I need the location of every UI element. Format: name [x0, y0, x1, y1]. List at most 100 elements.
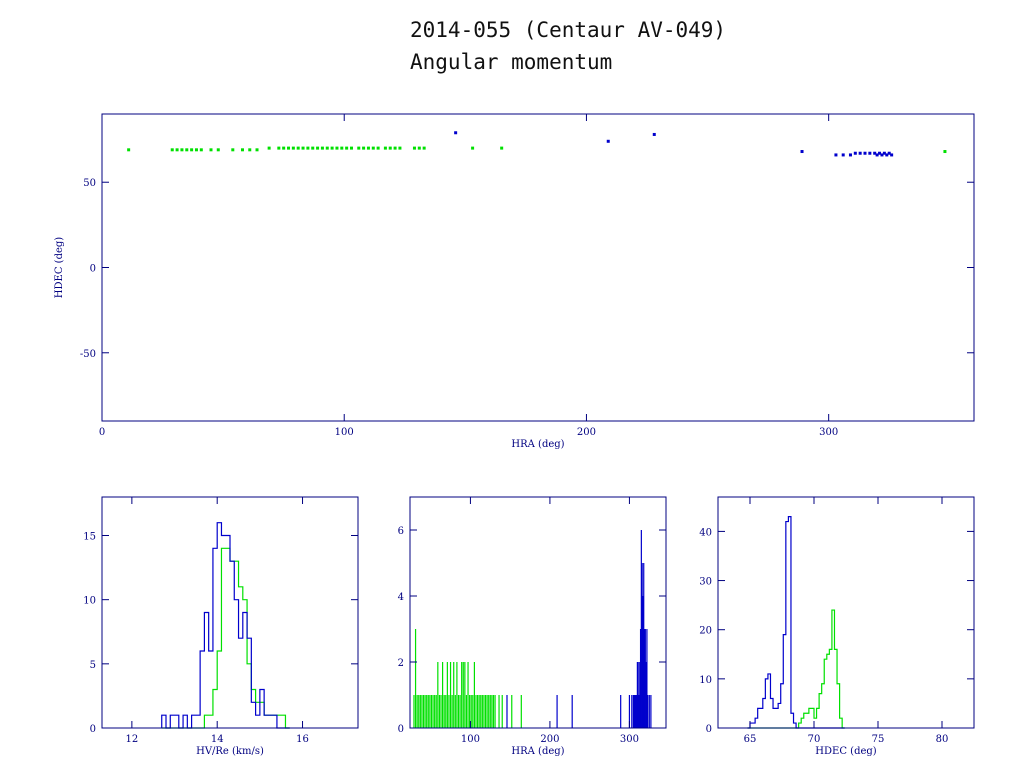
scatter-point-blue: [858, 151, 862, 155]
hist-hdec-xtick-label: 65: [744, 734, 757, 745]
scatter-point-blue: [454, 131, 458, 135]
scatter-point-blue: [878, 151, 882, 155]
scatter-point-green: [376, 146, 380, 150]
scatter-point-green: [194, 148, 198, 152]
scatter-point-green: [216, 148, 220, 152]
scatter-point-blue: [863, 151, 867, 155]
scatter-point-green: [277, 146, 281, 150]
scatter-point-green: [357, 146, 361, 150]
scatter-ytick-label: 0: [90, 264, 96, 275]
scatter-ylabel: HDEC (deg): [54, 237, 65, 298]
scatter-point-green: [422, 146, 426, 150]
scatter-point-green: [231, 148, 235, 152]
scatter-point-green: [943, 150, 947, 154]
chart-title: 2014-055 (Centaur AV-049): [410, 18, 727, 42]
scatter-point-green: [340, 146, 344, 150]
hist-speed-step-green: [161, 547, 290, 729]
scatter-point-green: [330, 146, 334, 150]
scatter-point-blue: [841, 153, 845, 157]
hist-hdec-ytick-label: 10: [699, 675, 712, 686]
scatter-point-blue: [882, 151, 886, 155]
hist-speed-xtick-label: 16: [296, 734, 309, 745]
hist-hra-xtick-label: 300: [620, 734, 639, 745]
hist-hdec-ytick-label: 40: [699, 527, 712, 538]
scatter-point-blue: [834, 153, 838, 157]
scatter-point-green: [296, 146, 300, 150]
hist-speed-xtick-label: 12: [125, 734, 138, 745]
scatter-point-blue: [652, 132, 656, 136]
scatter-point-green: [417, 146, 421, 150]
scatter-point-green: [199, 148, 203, 152]
scatter-point-green: [185, 148, 189, 152]
scatter-point-blue: [873, 151, 877, 155]
scatter-point-green: [301, 146, 305, 150]
scatter-point-green: [240, 148, 244, 152]
hist-speed-xtick-label: 14: [211, 734, 224, 745]
hist-speed-frame: [101, 496, 359, 729]
hist-speed-step-blue: [161, 522, 290, 729]
hist-hra-ytick-label: 4: [398, 592, 404, 603]
scatter-xtick-label: 300: [819, 427, 838, 438]
scatter-point-green: [287, 146, 291, 150]
scatter-point-green: [398, 146, 402, 150]
scatter-point-green: [412, 146, 416, 150]
scatter-point-green: [500, 146, 504, 150]
scatter-ytick-label: -50: [80, 349, 96, 360]
scatter-point-green: [180, 148, 184, 152]
hist-hdec-ytick-label: 30: [699, 577, 712, 588]
scatter-point-green: [349, 146, 353, 150]
scatter-point-green: [311, 146, 315, 150]
hist-hdec-frame: [717, 496, 975, 729]
hist-hdec-step-green: [747, 609, 845, 729]
scatter-point-green: [316, 146, 320, 150]
scatter-point-green: [127, 148, 131, 152]
scatter-xlabel: HRA (deg): [511, 439, 564, 450]
hist-hra-frame: [409, 496, 667, 729]
hist-hdec-ytick-label: 0: [706, 724, 712, 735]
scatter-point-blue: [606, 139, 610, 143]
scatter-xtick-label: 100: [335, 427, 354, 438]
scatter-point-green: [190, 148, 194, 152]
scatter-point-green: [362, 146, 366, 150]
hist-hdec-xtick-label: 75: [872, 734, 885, 745]
scatter-point-green: [325, 146, 329, 150]
hist-hdec-ytick-label: 20: [699, 626, 712, 637]
scatter-xtick-label: 200: [577, 427, 596, 438]
scatter-point-green: [291, 146, 295, 150]
scatter-point-green: [282, 146, 286, 150]
hist-hdec-xtick-label: 80: [936, 734, 949, 745]
hist-speed-ytick-label: 5: [90, 660, 96, 671]
scatter-point-green: [335, 146, 339, 150]
scatter-frame: [101, 113, 975, 422]
scatter-point-blue: [853, 151, 857, 155]
scatter-point-green: [383, 146, 387, 150]
scatter-point-blue: [885, 153, 889, 157]
hist-hdec-step-blue: [747, 516, 845, 729]
hist-speed-ytick-label: 15: [83, 532, 96, 543]
hist-hra-xlabel: HRA (deg): [511, 746, 564, 757]
hist-hra-xtick-label: 200: [540, 734, 559, 745]
scatter-point-green: [320, 146, 324, 150]
scatter-point-green: [366, 146, 370, 150]
scatter-point-green: [306, 146, 310, 150]
scatter-xtick-label: 0: [99, 427, 105, 438]
scatter-point-green: [267, 146, 271, 150]
hist-hra-ytick-label: 0: [398, 724, 404, 735]
scatter-point-blue: [800, 150, 804, 154]
hist-speed-ytick-label: 10: [83, 596, 96, 607]
scatter-point-green: [388, 146, 392, 150]
scatter-point-green: [371, 146, 375, 150]
chart-subtitle: Angular momentum: [410, 50, 613, 74]
scatter-point-green: [209, 148, 213, 152]
scatter-point-green: [170, 148, 174, 152]
scatter-point-green: [248, 148, 252, 152]
scatter-point-blue: [887, 151, 891, 155]
hist-speed-xlabel: HV/Re (km/s): [196, 746, 264, 757]
hist-hdec-xtick-label: 70: [808, 734, 821, 745]
scatter-point-green: [255, 148, 259, 152]
hist-hdec-xlabel: HDEC (deg): [815, 746, 876, 757]
scatter-point-blue: [880, 153, 884, 157]
hist-hra-ytick-label: 6: [398, 526, 404, 537]
scatter-point-blue: [868, 151, 872, 155]
